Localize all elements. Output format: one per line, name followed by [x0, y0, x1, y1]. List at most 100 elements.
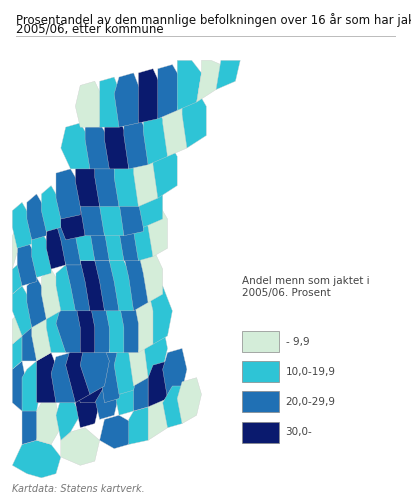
Polygon shape [95, 261, 119, 311]
Polygon shape [124, 115, 148, 169]
Polygon shape [12, 261, 22, 294]
Polygon shape [114, 373, 139, 415]
Polygon shape [75, 361, 104, 403]
Polygon shape [56, 169, 80, 219]
Polygon shape [56, 302, 85, 353]
Polygon shape [12, 286, 32, 336]
Polygon shape [134, 294, 158, 353]
Polygon shape [148, 394, 172, 440]
Polygon shape [114, 211, 139, 261]
Polygon shape [124, 253, 148, 311]
Polygon shape [56, 190, 85, 240]
Polygon shape [66, 344, 95, 403]
Polygon shape [85, 215, 109, 261]
Polygon shape [12, 202, 32, 248]
Polygon shape [56, 394, 80, 440]
Polygon shape [134, 369, 153, 411]
Polygon shape [46, 302, 66, 353]
Text: 10,0-19,9: 10,0-19,9 [286, 367, 336, 377]
Polygon shape [22, 361, 42, 411]
Polygon shape [22, 319, 37, 361]
Polygon shape [148, 286, 172, 344]
Text: Andel menn som jaktet i
2005/06. Prosent: Andel menn som jaktet i 2005/06. Prosent [242, 276, 370, 298]
Bar [242, 331, 279, 352]
Text: Prosentandel av den mannlige befolkningen over 16 år som har jaktet i: Prosentandel av den mannlige befolkninge… [16, 13, 411, 27]
Polygon shape [12, 311, 22, 344]
Polygon shape [114, 344, 139, 394]
Polygon shape [90, 302, 114, 353]
Polygon shape [163, 349, 187, 398]
Text: - 9,9: - 9,9 [286, 337, 309, 347]
Polygon shape [158, 64, 182, 119]
Polygon shape [114, 73, 143, 127]
Polygon shape [182, 90, 206, 148]
Polygon shape [216, 60, 240, 90]
Polygon shape [12, 361, 27, 411]
Polygon shape [32, 231, 51, 278]
Polygon shape [12, 440, 61, 478]
Bar [242, 361, 279, 382]
Polygon shape [66, 261, 90, 311]
Polygon shape [114, 156, 139, 206]
Polygon shape [143, 323, 168, 378]
Polygon shape [99, 353, 124, 403]
Polygon shape [61, 123, 90, 169]
Polygon shape [95, 378, 119, 420]
Polygon shape [104, 302, 129, 353]
Polygon shape [139, 177, 163, 227]
Polygon shape [12, 336, 22, 369]
Polygon shape [27, 194, 46, 240]
Polygon shape [46, 223, 66, 269]
Polygon shape [51, 353, 80, 403]
Polygon shape [61, 428, 99, 465]
Polygon shape [75, 160, 99, 206]
Polygon shape [27, 278, 46, 327]
Polygon shape [134, 148, 158, 206]
Polygon shape [85, 123, 109, 169]
Polygon shape [148, 361, 172, 407]
Polygon shape [42, 186, 61, 231]
Polygon shape [148, 361, 168, 407]
Polygon shape [143, 111, 168, 165]
Polygon shape [71, 215, 95, 261]
Polygon shape [75, 386, 99, 428]
Polygon shape [37, 353, 61, 403]
Bar [242, 391, 279, 412]
Polygon shape [177, 60, 201, 111]
Polygon shape [177, 378, 201, 424]
Polygon shape [22, 403, 42, 445]
Polygon shape [129, 332, 153, 386]
Polygon shape [75, 81, 104, 127]
Polygon shape [139, 248, 163, 302]
Polygon shape [17, 240, 37, 286]
Polygon shape [99, 215, 124, 261]
Polygon shape [129, 206, 153, 261]
Polygon shape [119, 302, 143, 353]
Polygon shape [139, 69, 163, 123]
Polygon shape [56, 219, 80, 265]
Bar [242, 422, 279, 443]
Polygon shape [56, 265, 75, 311]
Polygon shape [95, 160, 119, 206]
Polygon shape [80, 336, 109, 394]
Polygon shape [42, 269, 61, 319]
Polygon shape [109, 261, 134, 311]
Polygon shape [32, 311, 51, 361]
Polygon shape [80, 190, 104, 236]
Polygon shape [104, 119, 129, 169]
Text: 2005/06, etter kommune: 2005/06, etter kommune [16, 23, 164, 36]
Polygon shape [163, 386, 192, 428]
Polygon shape [99, 415, 134, 449]
Polygon shape [163, 102, 187, 156]
Polygon shape [143, 202, 168, 257]
Polygon shape [196, 60, 221, 102]
Polygon shape [99, 77, 124, 127]
Polygon shape [37, 403, 61, 445]
Polygon shape [119, 182, 143, 236]
Text: 30,0-: 30,0- [286, 427, 312, 437]
Polygon shape [12, 227, 17, 269]
Text: Kartdata: Statens kartverk.: Kartdata: Statens kartverk. [12, 484, 145, 494]
Text: 20,0-29,9: 20,0-29,9 [286, 397, 336, 407]
Polygon shape [129, 407, 158, 445]
Polygon shape [153, 140, 177, 198]
